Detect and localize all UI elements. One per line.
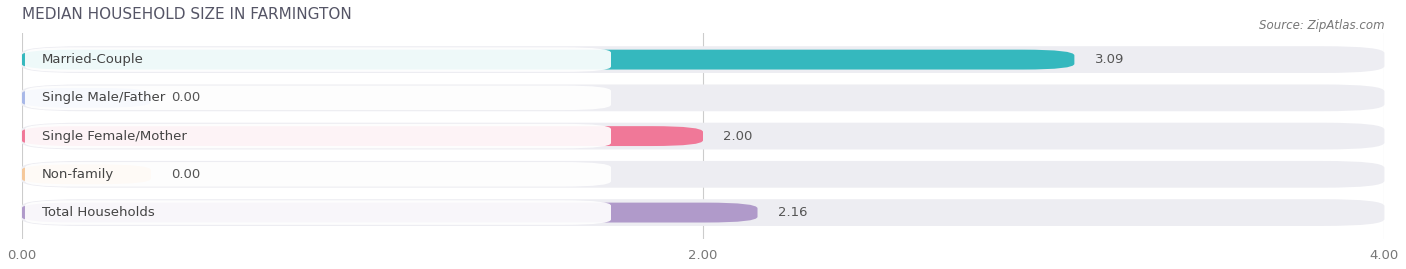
FancyBboxPatch shape bbox=[21, 199, 1385, 226]
Text: 0.00: 0.00 bbox=[172, 91, 201, 104]
Text: Married-Couple: Married-Couple bbox=[42, 53, 143, 66]
Text: MEDIAN HOUSEHOLD SIZE IN FARMINGTON: MEDIAN HOUSEHOLD SIZE IN FARMINGTON bbox=[21, 7, 351, 22]
Text: 2.16: 2.16 bbox=[778, 206, 807, 219]
FancyBboxPatch shape bbox=[21, 123, 1385, 150]
FancyBboxPatch shape bbox=[21, 88, 150, 108]
Text: Source: ZipAtlas.com: Source: ZipAtlas.com bbox=[1260, 19, 1385, 32]
Text: Non-family: Non-family bbox=[42, 168, 114, 181]
FancyBboxPatch shape bbox=[21, 46, 1385, 73]
FancyBboxPatch shape bbox=[21, 203, 758, 222]
FancyBboxPatch shape bbox=[25, 162, 612, 187]
FancyBboxPatch shape bbox=[21, 84, 1385, 111]
Text: 2.00: 2.00 bbox=[724, 130, 752, 143]
Text: Total Households: Total Households bbox=[42, 206, 155, 219]
FancyBboxPatch shape bbox=[25, 200, 612, 225]
FancyBboxPatch shape bbox=[25, 47, 612, 72]
FancyBboxPatch shape bbox=[21, 164, 150, 184]
FancyBboxPatch shape bbox=[25, 86, 612, 110]
FancyBboxPatch shape bbox=[21, 161, 1385, 188]
FancyBboxPatch shape bbox=[21, 126, 703, 146]
Text: 3.09: 3.09 bbox=[1095, 53, 1125, 66]
FancyBboxPatch shape bbox=[21, 50, 1074, 70]
FancyBboxPatch shape bbox=[25, 124, 612, 148]
Text: Single Male/Father: Single Male/Father bbox=[42, 91, 166, 104]
Text: 0.00: 0.00 bbox=[172, 168, 201, 181]
Text: Single Female/Mother: Single Female/Mother bbox=[42, 130, 187, 143]
